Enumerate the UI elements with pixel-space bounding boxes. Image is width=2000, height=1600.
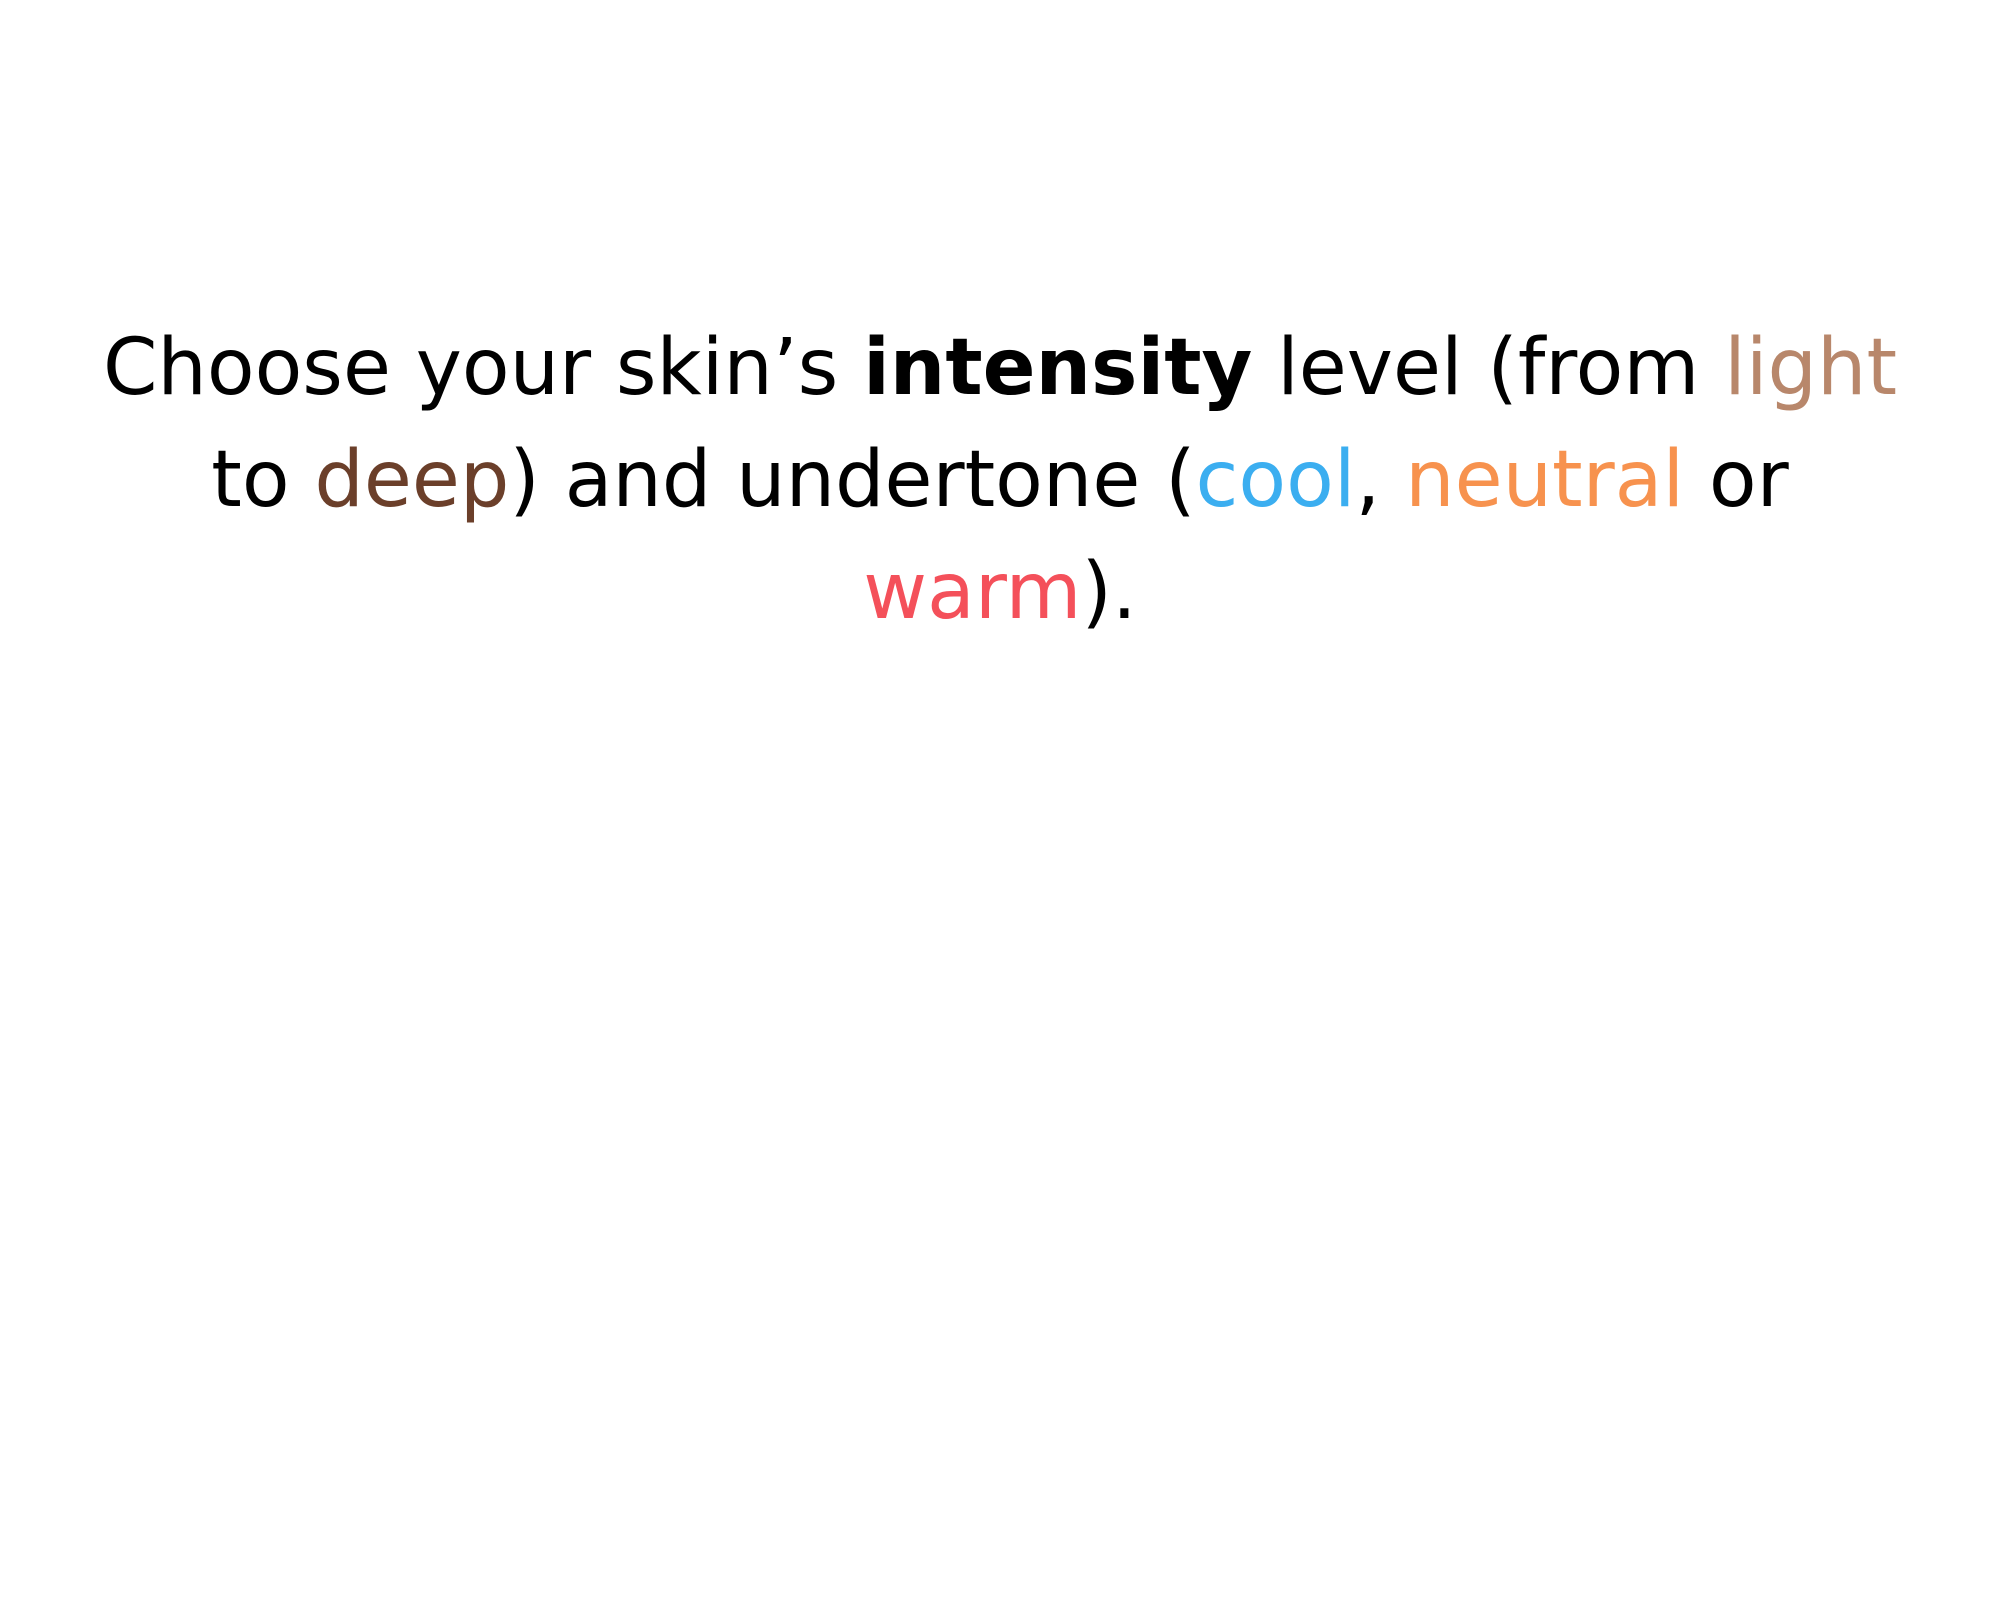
instruction-text: Choose your skin’s intensity level (from… [90, 312, 1910, 648]
light-keyword: light [1724, 323, 1898, 413]
intensity-keyword: intensity [863, 323, 1253, 413]
warm-keyword: warm [863, 547, 1082, 637]
instruction-part-5: , [1355, 435, 1406, 525]
instruction-part-1: Choose your skin’s [102, 323, 864, 413]
instruction-part-6: or [1684, 435, 1789, 525]
deep-keyword: deep [314, 435, 510, 525]
instruction-part-4: ) and undertone ( [509, 435, 1196, 525]
instruction-part-7: ). [1081, 547, 1137, 637]
cool-keyword: cool [1195, 435, 1356, 525]
instruction-part-3: to [211, 435, 315, 525]
neutral-keyword: neutral [1405, 435, 1685, 525]
instruction-part-2: level (from [1252, 323, 1725, 413]
